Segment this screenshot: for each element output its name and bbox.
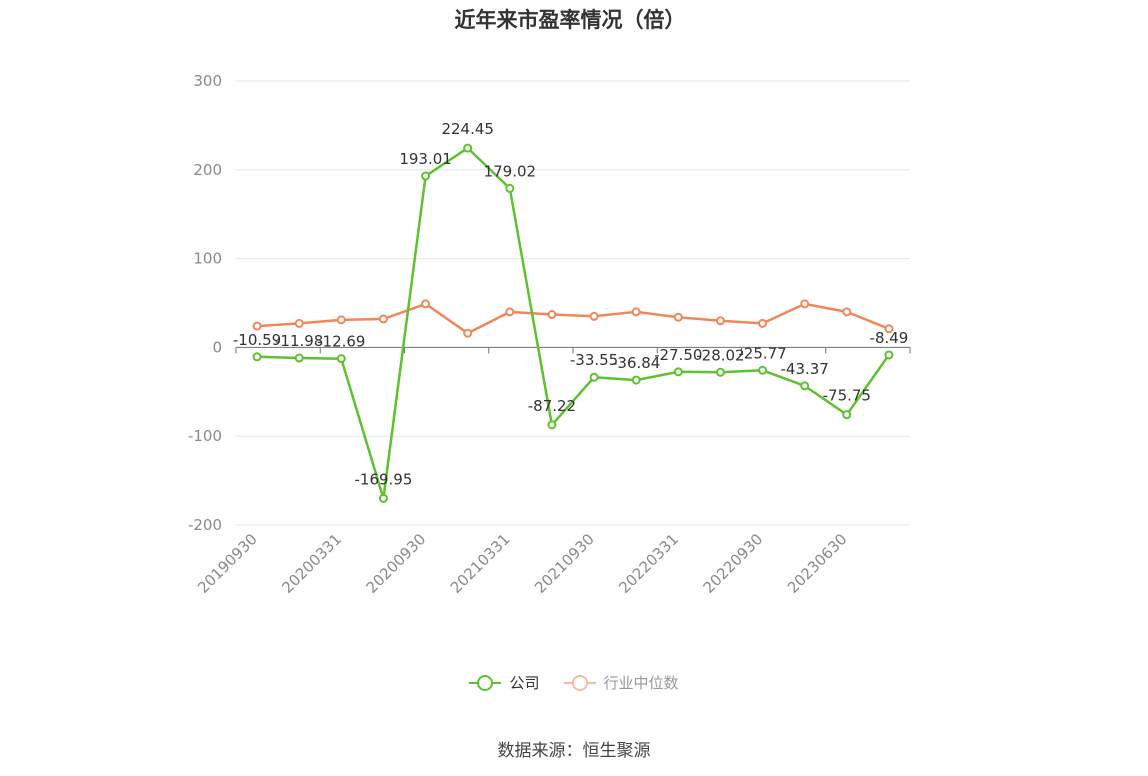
line-chart: -200 -100 0 100 200 300 20190930 20200331 202009… — [188, 72, 911, 597]
data-point-company — [463, 143, 473, 153]
y-tick-label: -100 — [188, 427, 222, 445]
chart-legend: 公司 行业中位数 — [0, 672, 1148, 693]
data-point-company — [336, 354, 346, 364]
y-tick-label: 200 — [193, 161, 222, 179]
legend-label-company: 公司 — [509, 674, 540, 692]
data-label-company: 193.01 — [399, 150, 452, 168]
data-label-company: -75.75 — [823, 387, 871, 405]
x-tick-label: 20190930 — [194, 530, 261, 597]
legend-item-company[interactable]: 公司 — [469, 672, 540, 693]
data-point-industry-median — [463, 328, 473, 338]
series-line-industry-median — [257, 302, 890, 335]
data-label-company: -36.84 — [612, 354, 660, 372]
data-point-industry-median — [336, 315, 346, 325]
x-tick-label: 20200331 — [278, 530, 345, 597]
y-tick-label: 300 — [193, 72, 222, 90]
data-label-company: -28.02 — [696, 346, 744, 364]
data-point-company — [673, 367, 683, 377]
data-point-company — [252, 352, 262, 362]
data-point-company — [758, 365, 768, 375]
data-point-company — [505, 183, 515, 193]
data-point-industry-median — [547, 310, 557, 320]
legend-dot-company — [477, 674, 494, 691]
data-point-industry-median — [758, 318, 768, 328]
data-label-company: -87.22 — [528, 397, 576, 415]
data-point-industry-median — [673, 312, 683, 322]
data-label-company: -27.50 — [654, 346, 702, 364]
data-label-company: -11.98 — [275, 332, 323, 350]
data-label-company: -8.49 — [870, 329, 909, 347]
data-point-company — [631, 375, 641, 385]
x-tick-label: 20220331 — [615, 530, 682, 597]
data-point-company — [800, 381, 810, 391]
series-line-company — [257, 146, 890, 500]
data-point-industry-median — [842, 307, 852, 317]
data-point-company — [884, 350, 894, 360]
y-tick-label: 100 — [193, 250, 222, 268]
data-label-company: -33.55 — [570, 351, 618, 369]
data-point-industry-median — [252, 321, 262, 331]
data-point-industry-median — [884, 324, 894, 334]
data-label-company: 224.45 — [441, 120, 494, 138]
legend-swatch-industry-median — [563, 674, 596, 691]
data-label-company: -43.37 — [781, 360, 829, 378]
data-point-company — [547, 420, 557, 430]
data-point-industry-median — [421, 299, 431, 309]
legend-label-industry-median: 行业中位数 — [603, 674, 679, 692]
data-point-company — [378, 493, 388, 503]
data-point-company — [715, 367, 725, 377]
x-tick-label: 20230630 — [784, 530, 851, 597]
data-point-company — [421, 171, 431, 181]
chart-title: 近年来市盈率情况（倍） — [454, 8, 686, 32]
data-point-industry-median — [505, 307, 515, 317]
x-tick-label: 20210331 — [447, 530, 514, 597]
legend-swatch-company — [469, 674, 502, 691]
data-label-company: -25.77 — [738, 344, 786, 362]
data-point-industry-median — [631, 307, 641, 317]
data-label-company: -169.95 — [354, 470, 412, 488]
y-tick-label: 0 — [212, 338, 222, 356]
data-point-industry-median — [589, 311, 599, 321]
data-label-company: -10.59 — [233, 331, 281, 349]
data-point-industry-median — [715, 316, 725, 326]
legend-dot-industry-median — [571, 674, 588, 691]
data-point-company — [294, 353, 304, 363]
data-point-industry-median — [378, 314, 388, 324]
data-point-industry-median — [294, 318, 304, 328]
data-source-note: 数据来源：恒生聚源 — [497, 741, 651, 761]
x-tick-label: 20210930 — [531, 530, 598, 597]
data-point-company — [842, 410, 852, 420]
data-label-company: 179.02 — [484, 162, 537, 180]
data-label-company: -12.69 — [317, 333, 365, 351]
x-tick-label: 20220930 — [700, 530, 767, 597]
data-point-company — [589, 372, 599, 382]
x-tick-label: 20200930 — [363, 530, 430, 597]
data-point-industry-median — [800, 299, 810, 309]
y-tick-label: -200 — [188, 516, 222, 534]
legend-item-industry-median[interactable]: 行业中位数 — [563, 672, 679, 693]
